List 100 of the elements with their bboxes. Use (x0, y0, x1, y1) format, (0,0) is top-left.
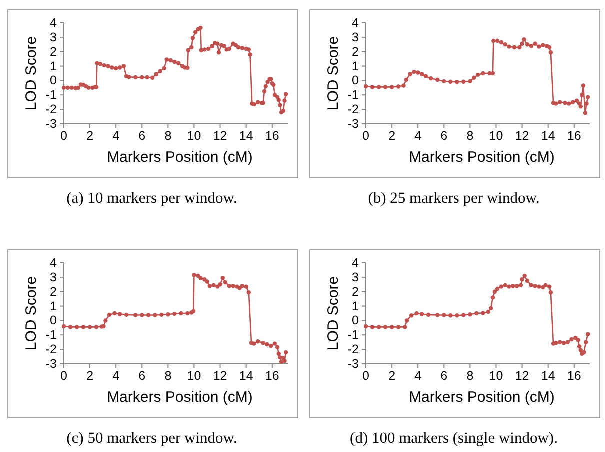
y-tick-label: -2 (46, 102, 58, 117)
point (383, 325, 388, 330)
y-tick-label: 3 (352, 30, 360, 44)
point (499, 40, 504, 45)
point (548, 45, 552, 50)
point (227, 284, 232, 288)
text: (a) 10 markers per window. (66, 190, 238, 207)
x-tick-label: 16 (567, 368, 582, 383)
point (492, 290, 498, 294)
x-tick-label: 12 (213, 128, 228, 143)
y-tick-label: -3 (46, 357, 58, 371)
point (488, 306, 494, 311)
point (104, 318, 108, 323)
point (522, 37, 526, 42)
x-tick-label: 4 (414, 128, 422, 143)
point (448, 314, 453, 318)
point (112, 311, 117, 316)
x-tick-label: 2 (388, 128, 396, 143)
point (548, 50, 554, 55)
point (495, 38, 500, 44)
point (507, 284, 512, 289)
y-tick-label: -3 (348, 117, 360, 131)
point (541, 43, 546, 48)
y-tick-label: 1 (50, 59, 58, 74)
point (275, 345, 280, 350)
point (74, 325, 80, 330)
y-tick-label: 4 (352, 16, 360, 30)
point (261, 340, 266, 346)
point (507, 44, 512, 49)
point (246, 290, 252, 295)
y-tick-label: -2 (348, 102, 360, 117)
point (472, 76, 476, 80)
y-tick-label: 4 (50, 16, 58, 30)
point (376, 85, 382, 90)
y-tick-label: -1 (46, 88, 58, 102)
y-tick-label: -3 (46, 117, 58, 131)
point (520, 42, 524, 46)
point (244, 284, 248, 289)
point (570, 337, 574, 342)
point (383, 85, 388, 90)
x-tick-label: 8 (466, 368, 474, 383)
y-tick-label: -1 (348, 88, 360, 102)
x-tick-label: 8 (466, 128, 474, 143)
point (580, 93, 584, 98)
point (179, 311, 184, 316)
point (424, 74, 428, 78)
point (583, 111, 588, 116)
point (376, 325, 382, 330)
point (238, 286, 242, 290)
point (503, 283, 508, 288)
point (272, 342, 278, 346)
x-tick-label: 2 (388, 368, 396, 383)
point (529, 283, 534, 288)
y-tick-label: 2 (352, 284, 360, 299)
point (455, 80, 460, 84)
point (218, 282, 222, 287)
x-tick-label: 0 (362, 368, 370, 383)
point (153, 313, 158, 318)
point (533, 284, 538, 288)
y-tick-label: 2 (50, 44, 58, 59)
x-tick-label: 10 (187, 128, 202, 143)
y-tick-label: -1 (348, 328, 360, 342)
point (240, 284, 245, 288)
point (442, 313, 446, 318)
point (408, 72, 412, 76)
point (499, 284, 504, 289)
x-tick-label: 12 (213, 368, 228, 383)
point (468, 79, 472, 84)
x-axis-title: Markers Position (cM) (409, 149, 555, 166)
point (486, 310, 491, 314)
x-tick-label: 4 (414, 368, 422, 383)
point (124, 312, 129, 318)
point (525, 278, 530, 284)
point (192, 273, 196, 278)
y-tick-label: 4 (50, 256, 58, 270)
x-tick-label: 14 (541, 368, 556, 383)
x-tick-label: 14 (239, 368, 254, 383)
x-tick-label: 16 (265, 128, 280, 143)
y-tick-label: 1 (352, 299, 360, 314)
point (490, 296, 496, 300)
point (402, 84, 406, 88)
point (562, 340, 566, 346)
point (554, 340, 558, 346)
point (544, 283, 548, 288)
y-axis-title: LOD Score (325, 36, 342, 111)
point (396, 325, 401, 330)
point (160, 312, 164, 318)
y-tick-label: 2 (352, 44, 360, 59)
point (490, 71, 496, 76)
point (554, 102, 558, 106)
point (390, 325, 394, 330)
y-axis-title: LOD Score (23, 36, 40, 111)
point (256, 340, 260, 344)
x-tick-label: 8 (164, 128, 172, 143)
point (198, 276, 203, 280)
y-tick-label: -2 (348, 342, 360, 357)
point (166, 312, 170, 317)
point (118, 312, 122, 316)
point (481, 71, 486, 76)
x-tick-label: 16 (265, 368, 280, 383)
